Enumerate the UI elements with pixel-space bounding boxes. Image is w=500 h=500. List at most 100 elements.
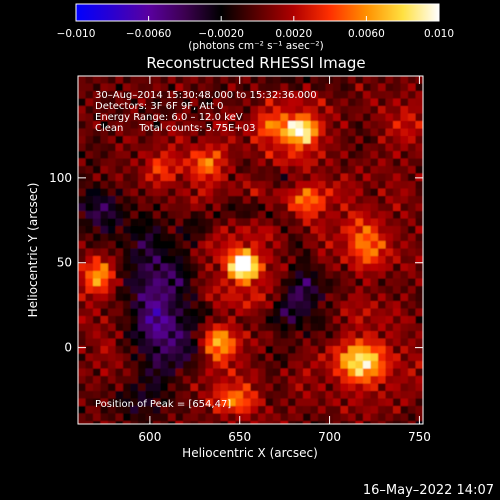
heatmap-cell — [243, 121, 251, 129]
heatmap-cell — [415, 286, 423, 294]
heatmap-cell — [280, 353, 289, 362]
heatmap-cell — [415, 196, 423, 204]
heatmap-cell — [273, 421, 281, 424]
heatmap-cell — [130, 391, 139, 399]
heatmap-cell — [325, 308, 334, 317]
heatmap-cell — [318, 196, 326, 204]
heatmap-cell — [130, 113, 139, 122]
heatmap-cell — [220, 301, 229, 309]
heatmap-cell — [115, 188, 124, 197]
heatmap-cell — [288, 383, 296, 392]
heatmap-cell — [393, 383, 401, 392]
heatmap-cell — [168, 211, 176, 219]
heatmap-cell — [318, 181, 326, 189]
heatmap-cell — [265, 248, 274, 257]
heatmap-cell — [250, 421, 259, 424]
heatmap-cell — [100, 241, 109, 249]
heatmap-cell — [378, 113, 386, 122]
heatmap-cell — [318, 203, 326, 212]
heatmap-cell — [138, 361, 146, 369]
heatmap-cell — [130, 158, 139, 167]
heatmap-cell — [385, 188, 394, 197]
heatmap-cell — [370, 293, 379, 302]
heatmap-cell — [160, 398, 169, 407]
heatmap-cell — [243, 76, 251, 84]
heatmap-cell — [243, 346, 251, 354]
heatmap-cell — [130, 353, 139, 362]
heatmap-cell — [138, 211, 146, 219]
heatmap-cell — [220, 256, 229, 264]
heatmap-cell — [220, 248, 229, 257]
heatmap-cell — [310, 218, 319, 227]
heatmap-cell — [280, 398, 289, 407]
heatmap-cell — [280, 173, 289, 182]
heatmap-cell — [378, 331, 386, 339]
heatmap-cell — [205, 241, 214, 249]
heatmap-cell — [220, 398, 229, 407]
heatmap-cell — [190, 166, 199, 174]
heatmap-cell — [123, 353, 131, 362]
heatmap-cell — [183, 361, 191, 369]
heatmap-cell — [183, 181, 191, 189]
heatmap-cell — [385, 361, 394, 369]
heatmap-cell — [168, 188, 176, 197]
heatmap-cell — [175, 278, 184, 287]
heatmap-cell — [183, 233, 191, 242]
heatmap-cell — [363, 241, 371, 249]
heatmap-cell — [130, 203, 139, 212]
heatmap-cell — [400, 413, 409, 422]
heatmap-cell — [393, 323, 401, 332]
heatmap-cell — [355, 173, 364, 182]
heatmap-cell — [123, 376, 131, 384]
heatmap-cell — [310, 271, 319, 279]
heatmap-cell — [243, 331, 251, 339]
heatmap-cell — [93, 218, 101, 227]
heatmap-cell — [348, 263, 356, 272]
heatmap-cell — [333, 346, 341, 354]
heatmap-cell — [235, 196, 244, 204]
heatmap-cell — [243, 376, 251, 384]
heatmap-cell — [160, 98, 169, 107]
heatmap-cell — [123, 346, 131, 354]
heatmap-cell — [295, 196, 304, 204]
heatmap-cell — [340, 316, 349, 324]
heatmap-cell — [130, 293, 139, 302]
heatmap-cell — [250, 121, 259, 129]
heatmap-cell — [123, 293, 131, 302]
heatmap-cell — [213, 98, 221, 107]
heatmap-cell — [93, 376, 101, 384]
heatmap-cell — [310, 376, 319, 384]
heatmap-cell — [288, 233, 296, 242]
heatmap-cell — [408, 263, 416, 272]
heatmap-cell — [115, 263, 124, 272]
heatmap-cell — [318, 421, 326, 424]
heatmap-cell — [280, 406, 289, 414]
heatmap-cell — [325, 278, 334, 287]
heatmap-cell — [108, 271, 116, 279]
heatmap-cell — [213, 421, 221, 424]
heatmap-cell — [205, 346, 214, 354]
heatmap-cell — [340, 226, 349, 234]
heatmap-cell — [288, 256, 296, 264]
heatmap-cell — [370, 323, 379, 332]
heatmap-cell — [190, 83, 199, 92]
heatmap-cell — [385, 256, 394, 264]
heatmap-cell — [363, 91, 371, 99]
heatmap-cell — [153, 233, 161, 242]
heatmap-cell — [243, 353, 251, 362]
heatmap-cell — [325, 256, 334, 264]
heatmap-cell — [250, 353, 259, 362]
heatmap-cell — [288, 158, 296, 167]
heatmap-cell — [363, 121, 371, 129]
heatmap-cell — [340, 353, 349, 362]
heatmap-cell — [160, 406, 169, 414]
heatmap-cell — [280, 368, 289, 377]
heatmap-cell — [258, 91, 266, 99]
heatmap-cell — [378, 173, 386, 182]
heatmap-cell — [243, 256, 251, 264]
heatmap-cell — [340, 233, 349, 242]
heatmap-cell — [108, 383, 116, 392]
heatmap-cell — [295, 83, 304, 92]
heatmap-cell — [258, 113, 266, 122]
heatmap-cell — [205, 233, 214, 242]
